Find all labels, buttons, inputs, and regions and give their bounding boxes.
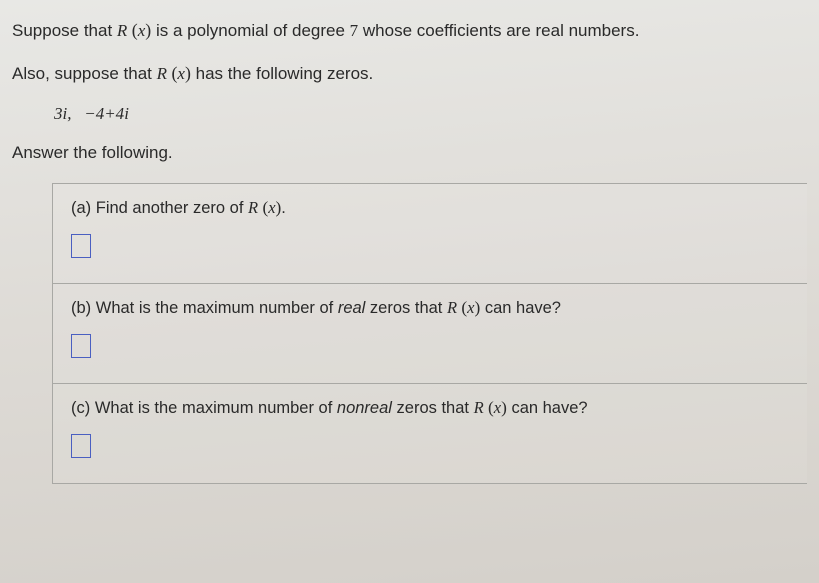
part-label: (b) <box>71 299 96 317</box>
text-fragment: can have? <box>507 399 588 417</box>
question-row-b: (b) What is the maximum number of real z… <box>53 284 807 384</box>
text-fragment: What is the maximum number of <box>95 399 337 417</box>
question-row-c: (c) What is the maximum number of nonrea… <box>53 384 807 484</box>
emphasis-nonreal: nonreal <box>337 399 392 417</box>
text-fragment: has the following zeros. <box>191 64 373 83</box>
problem-statement: Suppose that R (x) is a polynomial of de… <box>12 18 807 165</box>
text-fragment: Suppose that <box>12 21 117 40</box>
answer-input-b[interactable] <box>71 334 91 358</box>
text-fragment: is a polynomial of degree <box>151 21 349 40</box>
question-c-text: (c) What is the maximum number of nonrea… <box>71 398 789 418</box>
part-label: (c) <box>71 399 95 417</box>
text-fragment: What is the maximum number of <box>96 299 338 317</box>
problem-page: Suppose that R (x) is a polynomial of de… <box>0 0 819 484</box>
question-table: (a) Find another zero of R (x). (b) What… <box>52 183 807 484</box>
math-R-of-x: R (x) <box>248 198 281 217</box>
answer-input-c[interactable] <box>71 434 91 458</box>
question-b-text: (b) What is the maximum number of real z… <box>71 298 789 318</box>
degree-value: 7 <box>350 21 359 40</box>
text-fragment: zeros that <box>392 399 474 417</box>
text-fragment: . <box>281 199 286 217</box>
text-fragment: whose coefficients are real numbers. <box>358 21 639 40</box>
statement-line-2: Also, suppose that R (x) has the followi… <box>12 61 807 86</box>
questions-container: (a) Find another zero of R (x). (b) What… <box>52 183 807 484</box>
question-a-text: (a) Find another zero of R (x). <box>71 198 789 218</box>
given-zeros: 3i, −4+4i <box>54 104 807 124</box>
text-fragment: can have? <box>480 299 561 317</box>
question-row-a: (a) Find another zero of R (x). <box>53 184 807 284</box>
text-fragment: zeros that <box>365 299 447 317</box>
answer-prompt: Answer the following. <box>12 142 807 165</box>
text-fragment: Find another zero of <box>96 199 248 217</box>
answer-input-a[interactable] <box>71 234 91 258</box>
math-R-of-x: R (x) <box>157 64 191 83</box>
text-fragment: Also, suppose that <box>12 64 157 83</box>
zeros-expression: 3i, −4+4i <box>54 104 129 123</box>
emphasis-real: real <box>338 299 366 317</box>
part-label: (a) <box>71 199 96 217</box>
math-R-of-x: R (x) <box>447 298 480 317</box>
statement-line-1: Suppose that R (x) is a polynomial of de… <box>12 18 807 43</box>
math-R-of-x: R (x) <box>474 398 507 417</box>
math-R-of-x: R (x) <box>117 21 151 40</box>
